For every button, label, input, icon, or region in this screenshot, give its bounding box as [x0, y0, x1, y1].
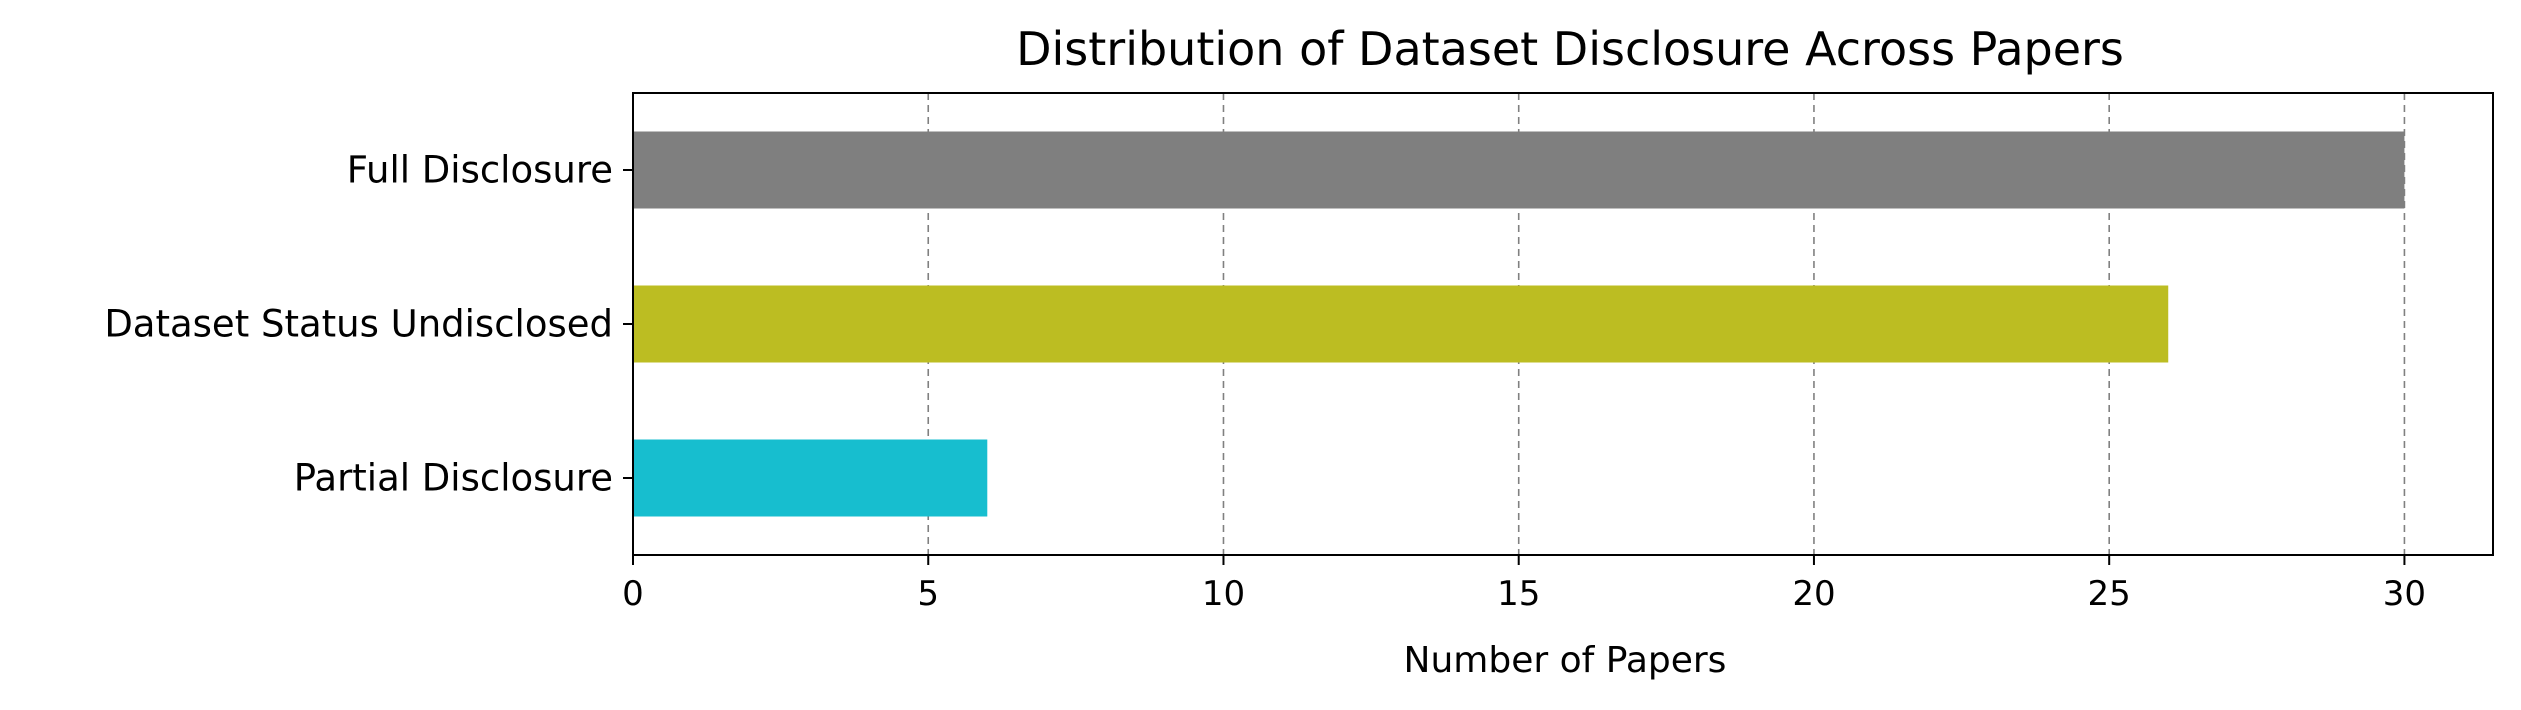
x-tick-label: 0: [622, 574, 644, 614]
x-tick-label: 5: [917, 574, 939, 614]
bars: [633, 131, 2405, 517]
chart-title: Distribution of Dataset Disclosure Acros…: [1016, 22, 2124, 76]
x-axis-label: Number of Papers: [1404, 640, 1727, 681]
bar: [633, 439, 988, 517]
x-tick-label: 10: [1202, 574, 1245, 614]
y-axis-categories: Partial Disclosure Dataset Status Undiscl…: [104, 149, 633, 500]
category-label: Full Disclosure: [347, 149, 613, 192]
x-tick-label: 30: [2383, 574, 2426, 614]
category-label: Dataset Status Undisclosed: [104, 303, 613, 346]
x-tick-label: 20: [1792, 574, 1835, 614]
bar: [633, 131, 2405, 209]
bar: [633, 285, 2169, 363]
x-tick-label: 25: [2088, 574, 2131, 614]
x-tick-label: 15: [1497, 574, 1540, 614]
category-label: Partial Disclosure: [294, 457, 613, 500]
x-axis-ticks: 0 5 10 15 20 25 30: [622, 555, 2426, 614]
